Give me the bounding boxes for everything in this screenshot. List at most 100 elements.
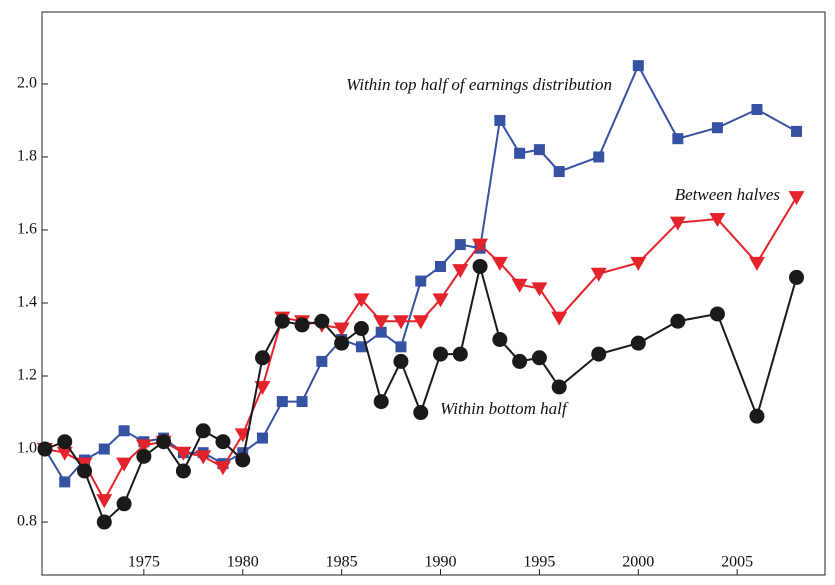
point-marker <box>234 428 251 443</box>
point-marker <box>452 264 469 279</box>
point-marker <box>593 151 605 163</box>
point-marker <box>788 191 805 206</box>
point-marker <box>135 439 152 454</box>
point-marker <box>375 326 387 338</box>
point-marker <box>175 463 191 479</box>
point-marker <box>373 394 389 410</box>
series-line <box>44 266 798 524</box>
point-marker <box>709 306 725 322</box>
point-marker <box>57 434 73 450</box>
point-marker <box>452 346 468 362</box>
series-annotation: Within top half of earnings distribution <box>346 75 612 94</box>
point-marker <box>334 335 350 351</box>
y-tick-label: 1.6 <box>17 221 37 238</box>
point-marker <box>294 317 310 333</box>
point-marker <box>670 313 686 329</box>
point-marker <box>531 350 547 366</box>
point-marker <box>96 514 112 530</box>
point-marker <box>551 311 568 326</box>
point-marker <box>37 441 53 457</box>
point-marker <box>314 313 330 329</box>
point-marker <box>590 267 607 282</box>
point-marker <box>118 425 130 437</box>
point-marker <box>333 322 350 337</box>
point-marker <box>632 60 644 72</box>
point-marker <box>77 463 93 479</box>
point-marker <box>215 434 231 450</box>
point-marker <box>254 380 271 395</box>
plot-frame <box>41 11 826 576</box>
point-marker <box>492 332 508 348</box>
point-marker <box>353 293 370 308</box>
x-tick-label: 1995 <box>523 554 555 571</box>
x-tick-label: 1985 <box>326 554 358 571</box>
y-tick-label: 2.0 <box>17 75 37 92</box>
y-tick-label: 1.8 <box>17 148 37 165</box>
point-marker <box>257 432 269 444</box>
point-marker <box>711 122 723 134</box>
point-marker <box>395 341 407 353</box>
point-marker <box>116 496 132 512</box>
y-tick-label: 1.4 <box>17 294 37 311</box>
x-tick-label: 2000 <box>622 554 654 571</box>
point-marker <box>175 446 192 461</box>
point-marker <box>195 450 212 465</box>
series-line <box>44 196 798 503</box>
point-marker <box>96 494 113 509</box>
point-marker <box>751 103 763 115</box>
point-marker <box>531 282 548 297</box>
point-marker <box>491 256 508 271</box>
point-marker <box>412 315 429 330</box>
point-marker <box>415 275 427 287</box>
point-marker <box>672 133 684 145</box>
point-marker <box>98 443 110 455</box>
point-marker <box>494 114 506 126</box>
point-marker <box>433 346 449 362</box>
point-marker <box>789 269 805 285</box>
point-marker <box>195 423 211 439</box>
point-marker <box>56 446 73 461</box>
x-tick-label: 2005 <box>721 554 753 571</box>
y-tick-label: 0.8 <box>17 513 37 530</box>
point-marker <box>235 452 251 468</box>
point-marker <box>393 353 409 369</box>
point-marker <box>296 396 308 408</box>
point-marker <box>472 238 489 253</box>
point-marker <box>255 350 271 366</box>
point-marker <box>59 476 71 488</box>
point-marker <box>214 461 231 476</box>
series-annotation: Between halves <box>675 185 781 204</box>
point-marker <box>136 448 152 464</box>
point-marker <box>156 434 172 450</box>
point-marker <box>630 335 646 351</box>
point-marker <box>553 166 565 178</box>
point-marker <box>630 256 647 271</box>
point-marker <box>373 315 390 330</box>
point-marker <box>749 408 765 424</box>
point-marker <box>709 213 726 228</box>
point-marker <box>512 353 528 369</box>
point-marker <box>454 239 466 251</box>
point-marker <box>511 278 528 293</box>
point-marker <box>591 346 607 362</box>
y-tick-label: 1.2 <box>17 367 37 384</box>
point-marker <box>116 457 133 472</box>
point-marker <box>472 258 488 274</box>
x-tick-label: 1990 <box>425 554 457 571</box>
point-marker <box>748 256 765 271</box>
point-marker <box>353 321 369 337</box>
point-marker <box>392 315 409 330</box>
point-marker <box>355 341 367 353</box>
point-marker <box>274 313 290 329</box>
x-tick-label: 1980 <box>227 554 259 571</box>
point-marker <box>276 396 288 408</box>
x-tick-label: 1975 <box>128 554 160 571</box>
point-marker <box>435 260 447 272</box>
point-marker <box>551 379 567 395</box>
point-marker <box>316 355 328 367</box>
point-marker <box>413 405 429 421</box>
point-marker <box>669 216 686 231</box>
series-annotation: Within bottom half <box>440 399 569 418</box>
point-marker <box>533 144 545 156</box>
